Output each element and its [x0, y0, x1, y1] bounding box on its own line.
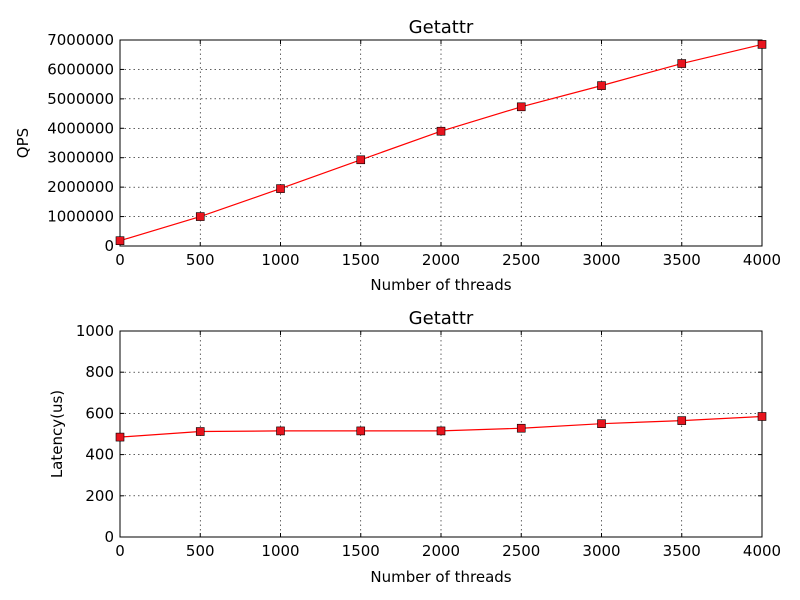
- data-point-marker: [356, 155, 366, 165]
- chart-latency: 0 500 1000 1500 2000 2500 3000 3500 4000 0 200 400 6…: [48, 308, 781, 586]
- y-tick-label: 800: [85, 363, 114, 381]
- data-point-marker: [516, 423, 526, 433]
- y-tick-label: 0: [104, 528, 114, 546]
- y-axis-label: QPS: [14, 128, 32, 158]
- y-tick-label: 1000000: [47, 208, 114, 226]
- x-tick-label: 3000: [582, 542, 620, 560]
- data-point-marker: [436, 426, 446, 436]
- data-point-marker: [115, 236, 125, 246]
- x-tick-label: 2500: [502, 251, 540, 269]
- data-point-marker: [516, 102, 526, 112]
- y-tick-label: 3000000: [47, 149, 114, 167]
- data-point-marker: [597, 419, 606, 429]
- data-point-marker: [276, 426, 285, 436]
- data-point-marker: [677, 416, 687, 425]
- y-tick-label: 5000000: [47, 90, 114, 108]
- data-point-marker: [276, 184, 285, 193]
- y-tick-label: 6000000: [47, 60, 114, 78]
- x-tick-label: 500: [186, 251, 215, 269]
- x-tick-label: 0: [115, 251, 125, 269]
- x-tick-label: 3000: [582, 251, 620, 269]
- y-tick-label: 400: [85, 446, 114, 464]
- x-tick-label: 3500: [663, 542, 701, 560]
- y-tick-label: 4000000: [47, 119, 114, 137]
- x-tick-label: 0: [115, 542, 125, 560]
- data-point-marker: [356, 426, 366, 436]
- data-point-marker: [757, 412, 767, 421]
- data-point-marker: [436, 126, 446, 136]
- data-point-marker: [195, 427, 205, 436]
- data-point-marker: [115, 432, 125, 442]
- data-point-marker: [757, 40, 767, 49]
- chart-title: Getattr: [409, 308, 474, 329]
- x-tick-label: 1500: [342, 542, 380, 560]
- x-tick-label: 1500: [342, 251, 380, 269]
- x-tick-label: 3500: [663, 251, 701, 269]
- plot-frame: [119, 39, 763, 247]
- x-tick-label: 1000: [261, 251, 299, 269]
- x-axis-label: Number of threads: [370, 276, 511, 294]
- y-tick-label: 200: [85, 487, 114, 505]
- x-tick-label: 4000: [743, 542, 781, 560]
- x-tick-label: 2000: [422, 542, 460, 560]
- y-tick-label: 600: [85, 404, 114, 422]
- x-tick-label: 4000: [743, 251, 781, 269]
- y-tick-label: 0: [104, 237, 114, 255]
- x-tick-label: 2000: [422, 251, 460, 269]
- x-tick-label: 500: [186, 542, 215, 560]
- y-tick-label: 7000000: [47, 31, 114, 49]
- x-tick-label: 1000: [261, 542, 299, 560]
- chart-qps: 0 500 1000 1500 2000 2500 3000 3500 4000 0 1000000…: [14, 17, 781, 294]
- x-tick-label: 2500: [502, 542, 540, 560]
- data-point-marker: [597, 81, 606, 90]
- y-tick-label: 2000000: [47, 178, 114, 196]
- y-axis-label: Latency(us): [48, 390, 66, 478]
- y-tick-label: 1000: [76, 322, 114, 340]
- x-axis-label: Number of threads: [370, 568, 511, 586]
- data-point-marker: [677, 59, 687, 68]
- chart-title: Getattr: [409, 17, 474, 38]
- data-point-marker: [195, 212, 205, 221]
